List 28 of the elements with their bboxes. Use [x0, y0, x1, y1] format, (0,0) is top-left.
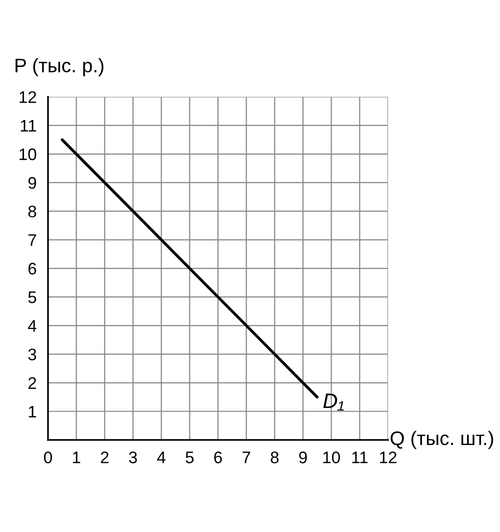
y-tick-label: 10	[20, 148, 36, 160]
x-tick-label: 12	[380, 452, 396, 464]
y-tick-label: 8	[28, 206, 36, 218]
x-tick-label: 7	[242, 452, 250, 464]
x-tick-label: 9	[299, 452, 307, 464]
annotation: D₁	[323, 394, 344, 410]
y-tick-label: 11	[20, 120, 36, 132]
y-tick-label: 4	[28, 320, 36, 332]
x-axis-title: Q (тыс. шт.)	[390, 430, 494, 450]
x-tick-label: 4	[157, 452, 166, 464]
x-tick-label: 10	[323, 452, 340, 464]
x-tick-label: 0	[44, 452, 52, 464]
y-tick-label: 12	[20, 91, 36, 103]
y-tick-label: 9	[28, 177, 36, 189]
y-tick-label: 6	[28, 262, 36, 275]
x-tick-label: 11	[352, 452, 368, 464]
y-axis-title: P (тыс. р.)	[16, 58, 104, 76]
x-tick-label: 2	[100, 452, 108, 464]
y-tick-label: 1	[28, 406, 36, 418]
y-tick-label: 3	[28, 348, 36, 360]
y-tick-label: 2	[28, 377, 36, 389]
y-tick-label: 7	[28, 234, 36, 246]
x-tick-label: 5	[186, 452, 194, 464]
x-tick-label: 8	[270, 452, 279, 464]
x-tick-label: 3	[129, 452, 137, 464]
x-tick-label: 6	[214, 452, 222, 464]
x-tick-label: 1	[72, 452, 80, 464]
y-tick-label: 5	[28, 292, 36, 304]
